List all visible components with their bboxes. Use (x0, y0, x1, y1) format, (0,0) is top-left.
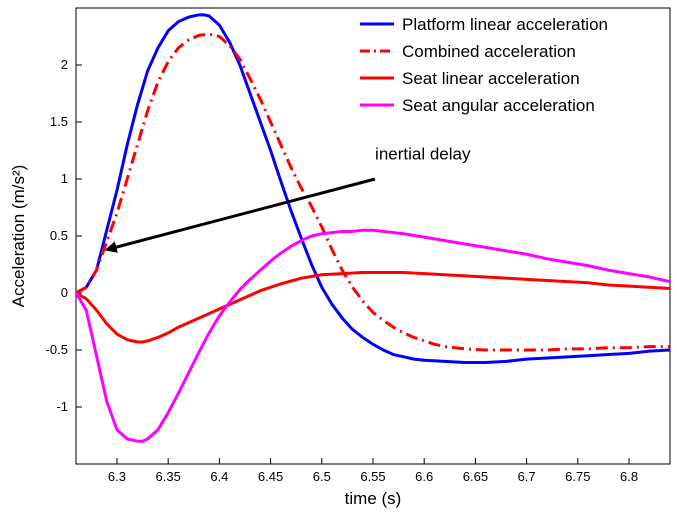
x-tick-label: 6.45 (258, 469, 283, 484)
y-tick-label: -0.5 (46, 342, 68, 357)
series-line-2 (76, 32, 670, 352)
x-tick-label: 6.3 (108, 469, 126, 484)
series-line-4 (76, 228, 670, 443)
x-tick-label: 6.5 (313, 469, 331, 484)
plot-frame (75, 7, 671, 465)
y-tick-label: 0 (61, 285, 68, 300)
x-tick-label: 6.4 (210, 469, 228, 484)
y-tick-label: 0.5 (50, 228, 68, 243)
series-layer (76, 13, 670, 443)
legend-label: Platform linear acceleration (402, 15, 608, 34)
x-tick-label: 6.7 (518, 469, 536, 484)
y-tick-label: 1.5 (50, 114, 68, 129)
x-tick-label: 6.75 (565, 469, 590, 484)
x-axis-ticks: 6.3 6.35 6.4 6.45 6.5 6.55 6.6 6.65 6.7 6.75 6.8 (108, 458, 638, 484)
series-line-3 (76, 270, 670, 344)
y-tick-label: -1 (56, 399, 68, 414)
legend-label: Seat linear acceleration (402, 69, 580, 88)
legend: Platform linear acceleration Combined acc… (360, 15, 608, 115)
x-tick-label: 6.35 (156, 469, 181, 484)
x-tick-label: 6.55 (360, 469, 385, 484)
annotation-arrow (104, 177, 376, 253)
x-tick-label: 6.6 (415, 469, 433, 484)
series-line-1 (76, 13, 670, 365)
x-tick-label: 6.8 (620, 469, 638, 484)
annotation-label: inertial delay (375, 145, 471, 164)
x-tick-label: 6.65 (463, 469, 488, 484)
y-tick-label: 1 (61, 171, 68, 186)
x-axis-label: time (s) (345, 489, 402, 508)
legend-label: Combined acceleration (402, 42, 576, 61)
legend-label: Seat angular acceleration (402, 96, 595, 115)
annotation-layer: inertial delay (104, 145, 471, 253)
y-axis-label: Acceleration (m/s²) (9, 165, 28, 308)
y-tick-label: 2 (61, 57, 68, 72)
y-axis-ticks: -1 -0.5 0 0.5 1 1.5 2 (46, 57, 82, 414)
